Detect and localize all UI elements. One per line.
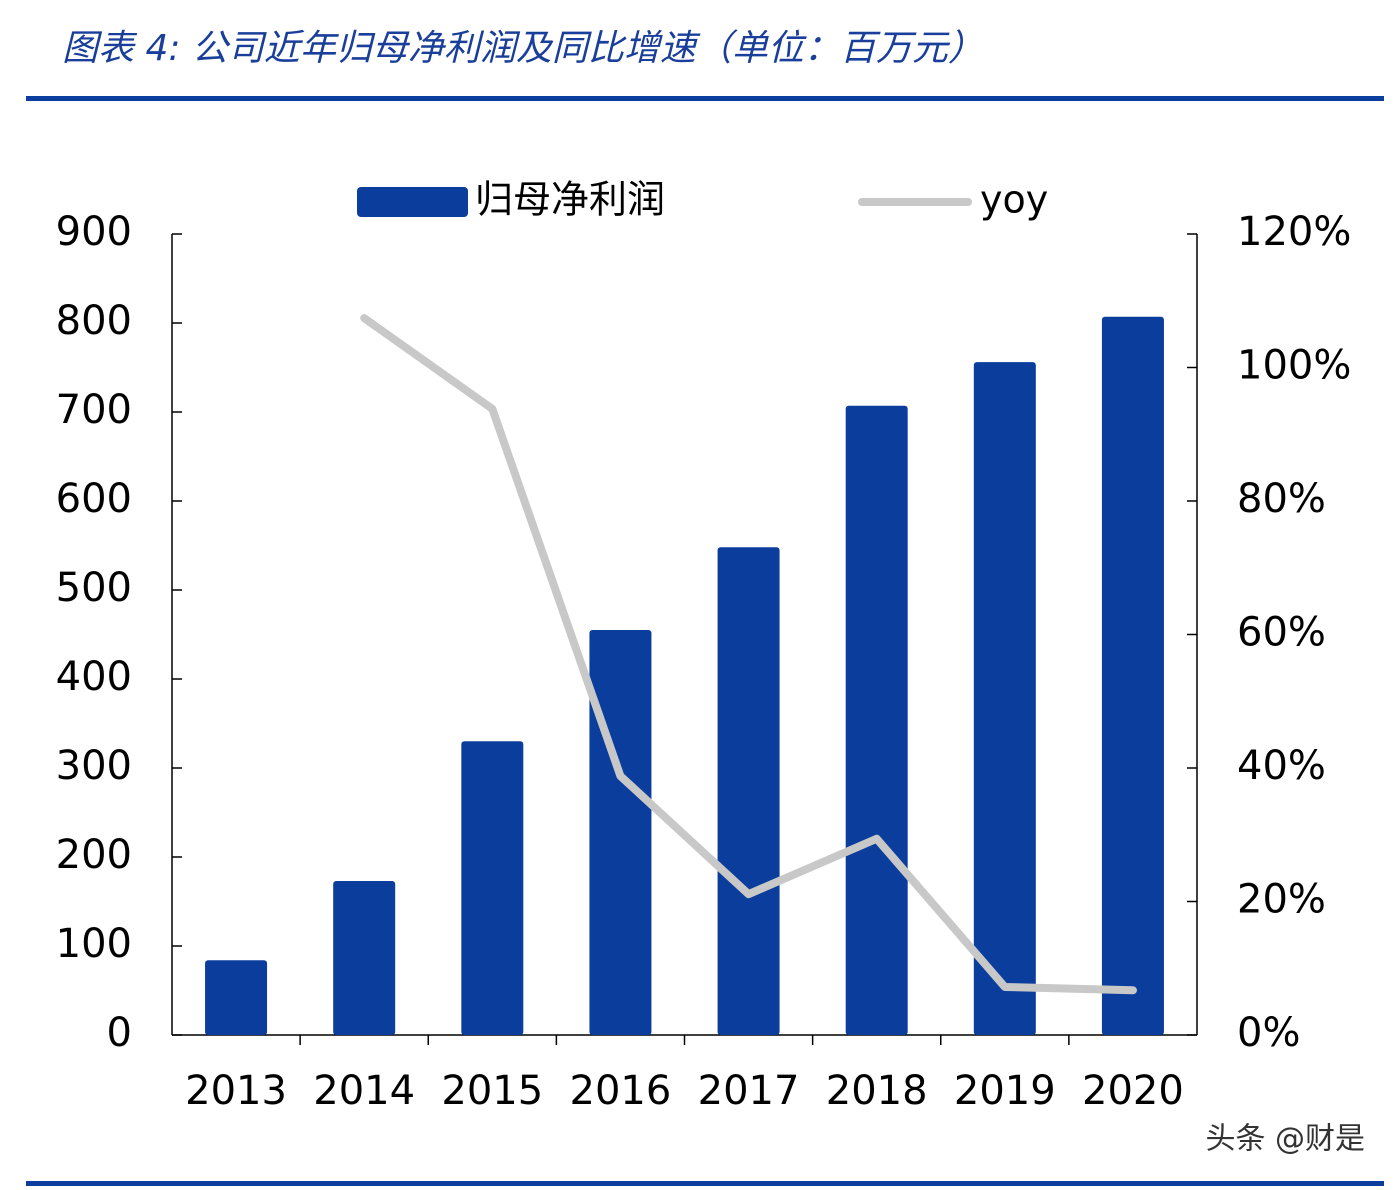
bar: [461, 741, 524, 1035]
y-tick-label: 400: [56, 654, 132, 700]
y-tick-label: 200: [56, 832, 132, 878]
y-tick-label: 600: [56, 476, 132, 522]
x-tick-label: 2015: [441, 1068, 543, 1114]
y2-tick-label: 120%: [1237, 209, 1351, 255]
bar: [845, 405, 908, 1035]
title-rule: [26, 96, 1384, 101]
y2-tick-label: 20%: [1237, 877, 1326, 923]
y-tick-label: 800: [56, 298, 132, 344]
line: [360, 314, 1137, 995]
x-tick-label: 2019: [954, 1068, 1056, 1114]
legend-label: 归母净利润: [475, 178, 665, 222]
bar: [717, 547, 780, 1035]
x-tick-label: 2020: [1082, 1068, 1184, 1114]
y-tick-label: 900: [56, 209, 132, 255]
legend-label: yoy: [980, 178, 1048, 222]
y-tick-label: 500: [56, 565, 132, 611]
bar: [973, 362, 1036, 1035]
y2-tick-label: 80%: [1237, 476, 1326, 522]
bar: [589, 630, 652, 1035]
x-tick-label: 2014: [313, 1068, 415, 1114]
legend-swatch: [357, 187, 468, 217]
bar: [1101, 316, 1164, 1035]
y-tick-label: 700: [56, 387, 132, 433]
bottom-rule: [26, 1181, 1384, 1186]
chart-title: 图表 4: 公司近年归母净利润及同比增速（单位：百万元）: [62, 28, 984, 69]
x-tick-label: 2013: [185, 1068, 287, 1114]
y2-tick-label: 60%: [1237, 610, 1326, 656]
y2-tick-label: 100%: [1237, 343, 1351, 389]
y2-tick-label: 0%: [1237, 1010, 1300, 1056]
y2-tick-label: 40%: [1237, 743, 1326, 789]
x-tick-label: 2016: [570, 1068, 672, 1114]
bar: [205, 960, 268, 1035]
x-tick-label: 2017: [698, 1068, 800, 1114]
bar: [333, 881, 396, 1035]
watermark: 头条 @财是: [1205, 1122, 1365, 1157]
y-tick-label: 100: [56, 921, 132, 967]
y-tick-label: 0: [107, 1010, 132, 1056]
y-tick-label: 300: [56, 743, 132, 789]
x-tick-label: 2018: [826, 1068, 928, 1114]
